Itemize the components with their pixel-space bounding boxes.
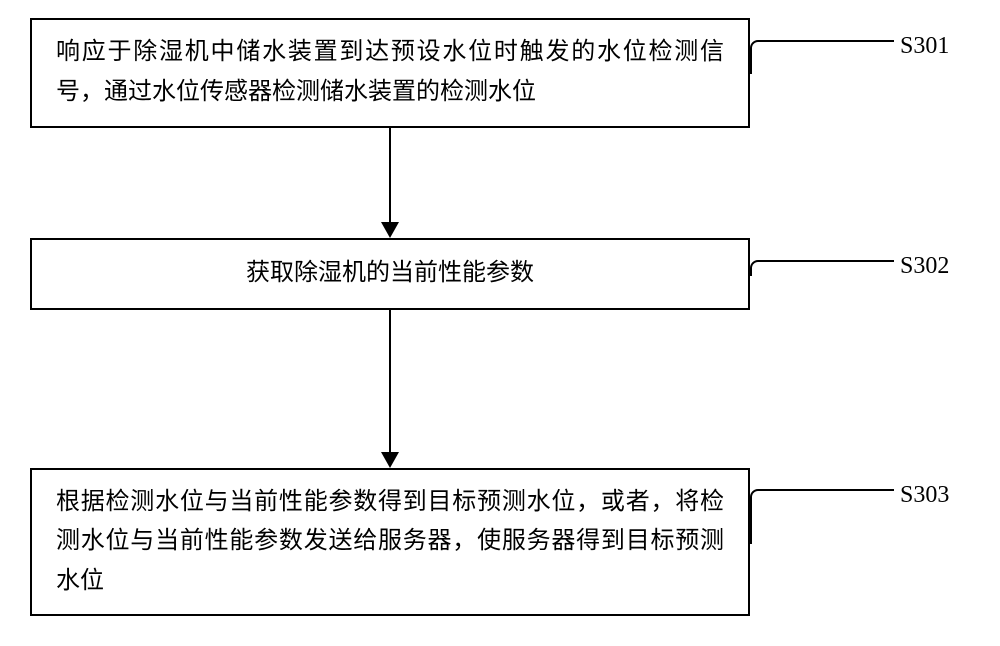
connector-s303 bbox=[750, 489, 894, 544]
flowchart-node-s301: 响应于除湿机中储水装置到达预设水位时触发的水位检测信号，通过水位传感器检测储水装… bbox=[30, 18, 750, 128]
flowchart-node-s302: 获取除湿机的当前性能参数 bbox=[30, 238, 750, 310]
arrow-head-2 bbox=[381, 452, 399, 468]
node-text: 获取除湿机的当前性能参数 bbox=[246, 254, 534, 294]
label-s303: S303 bbox=[900, 482, 949, 509]
arrow-line-1 bbox=[389, 128, 391, 222]
arrow-line-2 bbox=[389, 310, 391, 452]
flowchart-container: 响应于除湿机中储水装置到达预设水位时触发的水位检测信号，通过水位传感器检测储水装… bbox=[0, 0, 1000, 646]
connector-s302 bbox=[750, 260, 894, 276]
flowchart-node-s303: 根据检测水位与当前性能参数得到目标预测水位，或者，将检测水位与当前性能参数发送给… bbox=[30, 468, 750, 616]
label-s301: S301 bbox=[900, 33, 949, 60]
node-text: 根据检测水位与当前性能参数得到目标预测水位，或者，将检测水位与当前性能参数发送给… bbox=[56, 483, 724, 602]
label-s302: S302 bbox=[900, 253, 949, 280]
connector-s301 bbox=[750, 40, 894, 74]
arrow-head-1 bbox=[381, 222, 399, 238]
node-text: 响应于除湿机中储水装置到达预设水位时触发的水位检测信号，通过水位传感器检测储水装… bbox=[56, 33, 724, 112]
